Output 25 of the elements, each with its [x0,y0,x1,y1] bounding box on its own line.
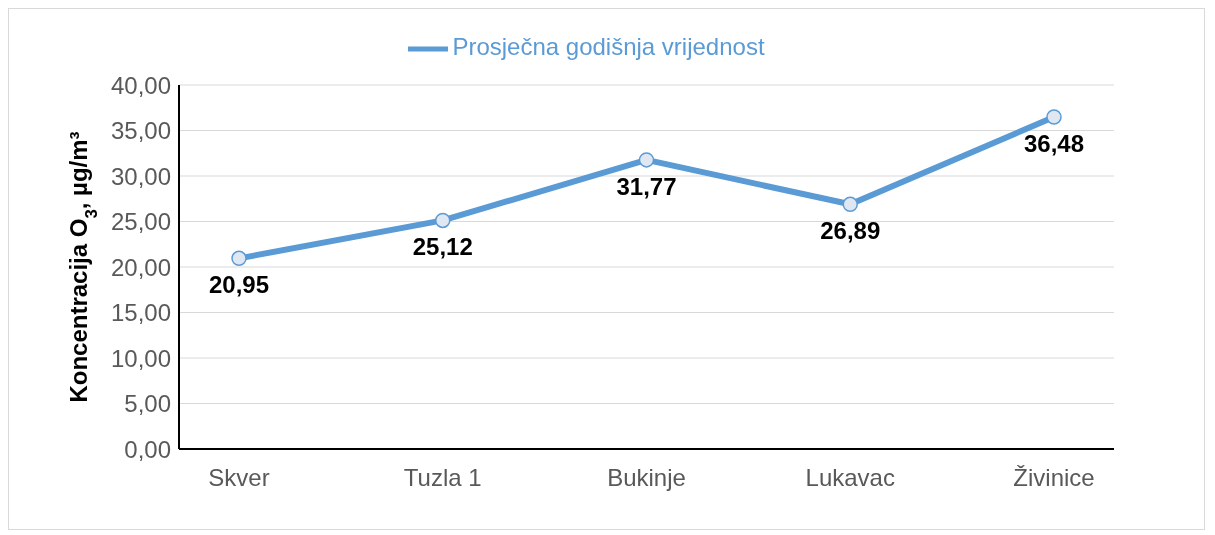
point [842,196,858,213]
point [231,250,247,267]
x-tick-label: Živinice [1013,464,1095,492]
x-tick-label: Lukavac [805,464,895,492]
x-tick-label: Bukinje [607,464,686,492]
y-tick-label: 40,00 [110,71,171,99]
y-tick-label: 35,00 [110,117,171,145]
point [435,212,451,229]
y-tick-label: 30,00 [110,162,171,190]
y-tick-label: 20,00 [110,253,171,281]
y-tick-label: 25,00 [110,208,171,236]
y-tick-label: 15,00 [110,299,171,327]
data-label: 36,48 [1023,130,1085,158]
legend-label: Prosječna godišnja vrijednost [452,33,765,61]
x-tick-label: Tuzla 1 [403,464,482,492]
y-tick-label: 10,00 [110,344,171,372]
point [638,152,655,168]
y-tick-label: 5,00 [124,390,171,418]
data-label: 26,89 [820,217,881,245]
data-label: 20,95 [208,271,270,299]
data-label: 25,12 [412,233,473,261]
data-label: 31,77 [616,172,677,200]
x-tick-label: Skver [208,464,270,492]
point [1046,109,1062,125]
y-tick-label: 0,00 [124,435,171,463]
